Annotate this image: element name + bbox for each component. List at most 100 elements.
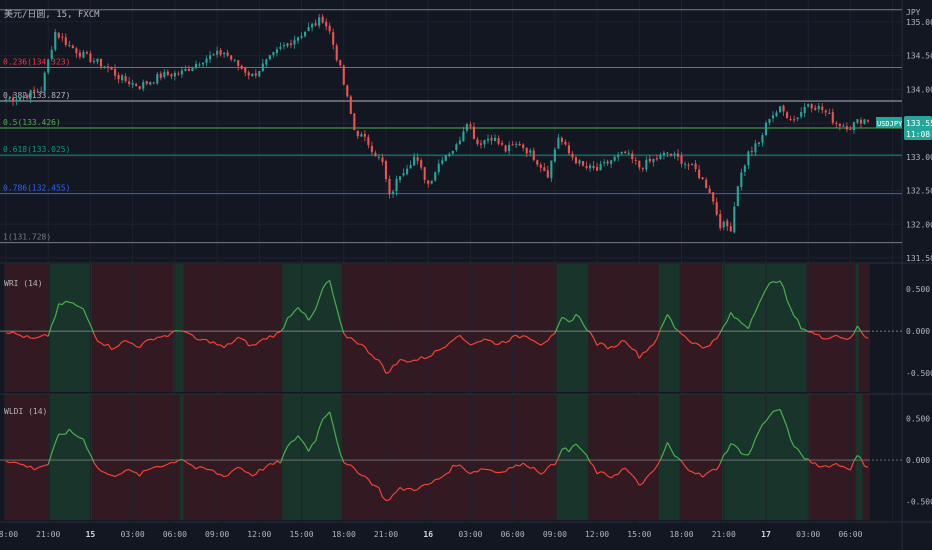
price-tick-label: 132.000 [906, 220, 932, 229]
osc-segment [730, 312, 735, 318]
osc-segment [572, 443, 577, 447]
osc-segment [283, 446, 289, 455]
osc-segment [642, 477, 647, 484]
candle-body [722, 221, 725, 228]
time-axis[interactable]: 18:00 21:00 15 03:00 06:00 09:00 12:00 15:00 18:… [0, 530, 863, 539]
time-tick-label: 21:00 [36, 530, 60, 539]
candle-body [177, 73, 180, 75]
osc-segment [164, 335, 169, 338]
osc-segment [607, 346, 612, 350]
osc-segment [674, 327, 679, 332]
osc-segment [315, 298, 320, 310]
candle-body [652, 158, 655, 163]
osc-segment [245, 471, 249, 474]
osc-segment [849, 460, 855, 471]
osc-segment [104, 471, 109, 475]
candle-body [349, 96, 352, 114]
osc-segment [107, 473, 112, 476]
candle-body [304, 32, 307, 37]
osc-segment [561, 316, 566, 320]
osc-segment [533, 340, 538, 344]
candle-body [261, 63, 264, 72]
osc-segment [674, 455, 679, 459]
osc-segment [100, 342, 105, 347]
zone-background [658, 264, 680, 392]
fibonacci-levels[interactable]: 0.236(134.323) 0.382(133.827) 0.5(133.426)… [0, 9, 902, 244]
osc-segment [9, 461, 14, 464]
osc-segment [741, 453, 746, 456]
wldi-title[interactable]: WLDI (14) [4, 407, 47, 416]
osc-segment [241, 338, 246, 341]
osc-segment [695, 342, 700, 346]
osc-segment [448, 465, 454, 473]
osc-segment [339, 453, 345, 463]
osc-segment [279, 327, 285, 333]
osc-segment [734, 317, 739, 320]
osc-segment [69, 301, 73, 304]
wri-title[interactable]: WRI (14) [4, 279, 43, 288]
candle-body [754, 143, 757, 153]
osc-segment [5, 460, 10, 464]
osc-segment [399, 486, 404, 491]
osc-segment [209, 341, 214, 344]
symbol-tag: USDJPY [877, 120, 903, 128]
osc-tick-label: -0.500 [906, 497, 932, 506]
candle-body [828, 112, 831, 114]
candle-body [15, 99, 18, 102]
osc-segment [311, 440, 317, 445]
osc-segment [688, 469, 693, 473]
osc-segment [586, 329, 591, 333]
candle-body [743, 165, 746, 172]
osc-segment [730, 443, 735, 446]
osc-segment [248, 472, 253, 477]
osc-segment [702, 473, 707, 478]
osc-segment [301, 311, 306, 315]
candle-body [434, 172, 437, 181]
wri-axis[interactable]: 0.500 0.000 -0.500 [906, 285, 932, 378]
candle-body [747, 151, 750, 166]
osc-segment [26, 335, 31, 339]
osc-segment [276, 331, 281, 334]
osc-segment [769, 281, 774, 284]
osc-segment [519, 335, 524, 339]
candle-body [370, 145, 373, 153]
time-tick-label: 21:00 [374, 530, 398, 539]
candle-body [233, 59, 236, 61]
wldi-axis[interactable]: 0.500 0.000 -0.500 [906, 415, 932, 507]
osc-segment [512, 464, 517, 469]
candle-body [307, 27, 310, 32]
osc-segment [611, 345, 615, 348]
candle-body [430, 180, 433, 184]
zone-background [4, 264, 50, 392]
osc-segment [564, 447, 570, 453]
osc-segment [34, 337, 38, 339]
osc-segment [100, 470, 105, 473]
osc-segment [364, 346, 369, 354]
osc-segment [132, 343, 137, 347]
osc-segment [188, 463, 193, 467]
candle-body [645, 159, 648, 170]
osc-segment [125, 468, 130, 471]
osc-segment [776, 408, 781, 412]
osc-segment [93, 333, 99, 342]
time-tick-label: 06:00 [501, 530, 525, 539]
osc-segment [272, 460, 278, 465]
osc-segment [814, 462, 820, 468]
zone-background [183, 264, 283, 392]
osc-segment [754, 303, 760, 313]
candle-body [33, 90, 36, 92]
candle-body [184, 68, 187, 71]
candle-body [40, 90, 43, 92]
osc-segment [213, 341, 218, 346]
osc-segment [336, 440, 341, 454]
zone-background [183, 394, 283, 520]
osc-segment [557, 449, 563, 459]
candle-body [106, 66, 110, 69]
osc-segment [635, 478, 640, 486]
osc-segment [223, 475, 228, 478]
osc-segment [772, 409, 777, 413]
osc-segment [332, 294, 338, 309]
osc-segment [639, 482, 644, 486]
symbol-title[interactable]: 美元/日圆, 15, FXCM [4, 8, 100, 20]
